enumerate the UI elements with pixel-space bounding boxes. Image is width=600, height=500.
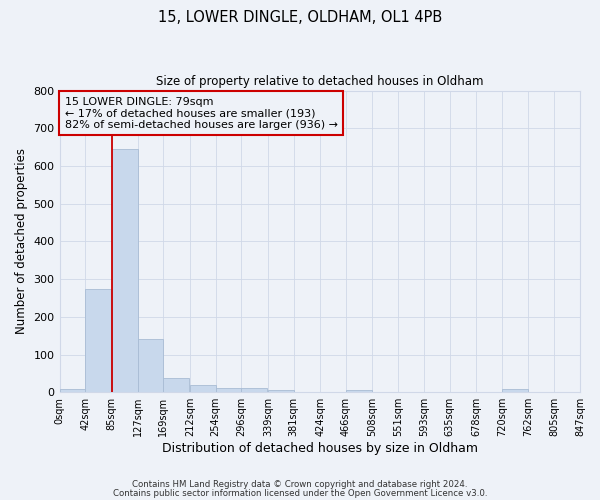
Text: Contains public sector information licensed under the Open Government Licence v3: Contains public sector information licen… [113, 489, 487, 498]
Bar [85, 288, 111, 392]
Text: Contains HM Land Registry data © Crown copyright and database right 2024.: Contains HM Land Registry data © Crown c… [132, 480, 468, 489]
Bar [502, 389, 528, 392]
Bar [190, 384, 215, 392]
Bar [112, 149, 137, 392]
Bar [59, 389, 85, 392]
Text: 15 LOWER DINGLE: 79sqm
← 17% of detached houses are smaller (193)
82% of semi-de: 15 LOWER DINGLE: 79sqm ← 17% of detached… [65, 96, 338, 130]
Bar [163, 378, 189, 392]
Bar [268, 390, 293, 392]
Bar [137, 340, 163, 392]
Bar [215, 388, 241, 392]
Text: 15, LOWER DINGLE, OLDHAM, OL1 4PB: 15, LOWER DINGLE, OLDHAM, OL1 4PB [158, 10, 442, 25]
Bar [241, 388, 267, 392]
Title: Size of property relative to detached houses in Oldham: Size of property relative to detached ho… [156, 75, 484, 88]
X-axis label: Distribution of detached houses by size in Oldham: Distribution of detached houses by size … [162, 442, 478, 455]
Bar [346, 390, 371, 392]
Y-axis label: Number of detached properties: Number of detached properties [15, 148, 28, 334]
